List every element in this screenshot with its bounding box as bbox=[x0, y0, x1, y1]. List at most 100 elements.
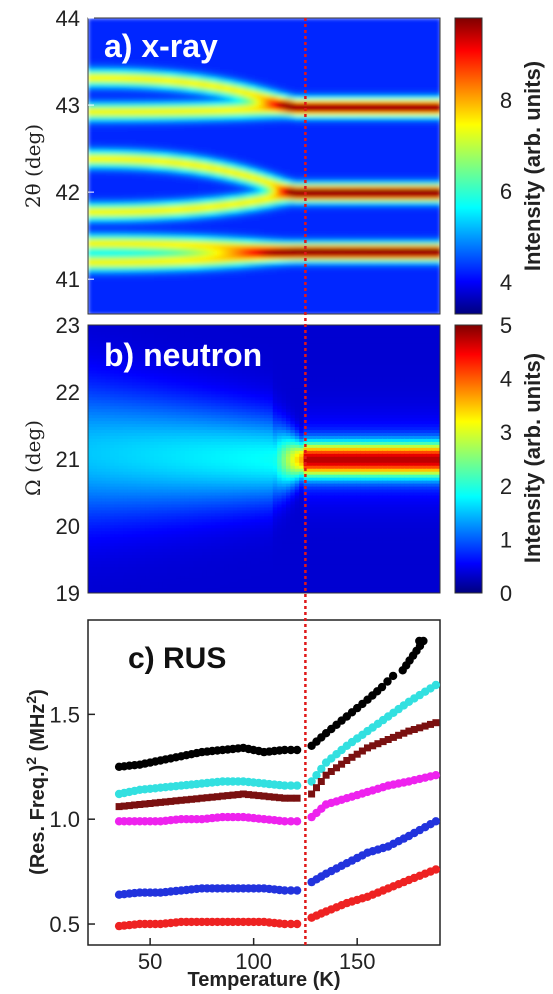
heatmap-cell bbox=[118, 112, 124, 116]
heatmap-cell bbox=[189, 211, 195, 216]
heatmap-cell bbox=[250, 171, 256, 175]
heatmap-cell bbox=[158, 166, 164, 170]
heatmap-cell bbox=[171, 233, 177, 237]
heatmap-cell bbox=[96, 28, 102, 33]
heatmap-cell bbox=[237, 257, 243, 261]
heatmap-cell bbox=[193, 18, 199, 22]
heatmap-cell bbox=[158, 112, 164, 116]
heatmap-cell bbox=[140, 300, 146, 305]
heatmap-cell bbox=[154, 144, 160, 148]
heatmap-cell bbox=[110, 26, 116, 30]
heatmap-cell bbox=[202, 93, 208, 97]
heatmap-cell bbox=[189, 90, 195, 95]
heatmap-cell bbox=[264, 303, 270, 307]
heatmap-cell bbox=[202, 219, 208, 224]
heatmap-cell bbox=[202, 160, 208, 165]
heatmap-cell bbox=[88, 268, 94, 272]
heatmap-cell bbox=[215, 249, 221, 253]
heatmap-cell bbox=[233, 66, 239, 70]
heatmap-cell bbox=[189, 168, 195, 173]
heatmap-cell bbox=[272, 26, 278, 30]
heatmap-cell bbox=[189, 252, 195, 256]
heatmap-cell bbox=[140, 214, 146, 218]
heatmap-cell bbox=[132, 235, 138, 240]
heatmap-cell bbox=[215, 171, 221, 175]
heatmap-cell bbox=[101, 36, 107, 41]
heatmap-cell bbox=[193, 157, 199, 162]
heatmap-cell bbox=[140, 26, 146, 30]
heatmap-cell bbox=[184, 31, 190, 35]
heatmap-cell bbox=[268, 58, 274, 62]
heatmap-cell bbox=[215, 187, 221, 192]
heatmap-cell bbox=[149, 42, 155, 46]
heatmap-cell bbox=[220, 96, 226, 100]
heatmap-cell bbox=[92, 292, 98, 296]
heatmap-cell bbox=[286, 279, 292, 283]
heatmap-cell bbox=[123, 106, 129, 111]
heatmap-cell bbox=[220, 149, 226, 154]
heatmap-cell bbox=[193, 112, 199, 116]
heatmap-cell bbox=[176, 235, 182, 240]
heatmap-cell bbox=[154, 209, 160, 213]
heatmap-cell bbox=[272, 209, 278, 213]
heatmap-cell bbox=[145, 79, 151, 84]
heatmap-cell bbox=[264, 200, 270, 205]
heatmap-cell bbox=[136, 122, 142, 127]
heatmap-cell bbox=[180, 289, 186, 294]
heatmap-cell bbox=[88, 249, 94, 253]
heatmap-cell bbox=[233, 233, 239, 237]
heatmap-cell bbox=[242, 279, 248, 283]
heatmap-cell bbox=[259, 308, 265, 313]
heatmap-cell bbox=[149, 297, 155, 302]
heatmap-cell bbox=[88, 101, 94, 105]
heatmap-cell bbox=[145, 246, 151, 251]
heatmap-cell bbox=[228, 279, 234, 283]
heatmap-cell bbox=[224, 257, 230, 261]
heatmap-cell bbox=[176, 36, 182, 41]
heatmap-cell bbox=[211, 225, 217, 229]
heatmap-cell bbox=[105, 225, 111, 229]
heatmap-cell bbox=[154, 219, 160, 224]
heatmap-cell bbox=[246, 63, 252, 68]
heatmap-cell bbox=[145, 265, 151, 270]
heatmap-cell bbox=[211, 238, 217, 243]
heatmap-cell bbox=[145, 63, 151, 68]
heatmap-cell bbox=[264, 209, 270, 213]
heatmap-cell bbox=[176, 149, 182, 154]
heatmap-cell bbox=[154, 149, 160, 154]
heatmap-cell bbox=[215, 206, 221, 210]
heatmap-cell bbox=[272, 90, 278, 95]
heatmap-cell bbox=[250, 125, 256, 130]
heatmap-cell bbox=[237, 192, 243, 197]
heatmap-cell bbox=[198, 141, 204, 146]
heatmap-cell bbox=[145, 96, 151, 100]
heatmap-cell bbox=[105, 265, 111, 270]
heatmap-cell bbox=[264, 276, 270, 280]
heatmap-cell bbox=[184, 238, 190, 243]
heatmap-cell bbox=[101, 241, 107, 245]
heatmap-cell bbox=[123, 133, 129, 138]
heatmap-cell bbox=[132, 20, 138, 25]
heatmap-cell bbox=[88, 74, 94, 78]
heatmap-cell bbox=[136, 273, 142, 278]
heatmap-cell bbox=[215, 262, 221, 267]
heatmap-cell bbox=[237, 195, 243, 200]
heatmap-cell bbox=[242, 58, 248, 62]
heatmap-cell bbox=[176, 31, 182, 35]
heatmap-cell bbox=[149, 214, 155, 218]
heatmap-cell bbox=[132, 28, 138, 33]
heatmap-cell bbox=[110, 69, 116, 73]
heatmap-cell bbox=[286, 209, 292, 213]
heatmap-cell bbox=[233, 241, 239, 245]
heatmap-cell bbox=[127, 34, 133, 38]
heatmap-cell bbox=[233, 36, 239, 41]
heatmap-cell bbox=[105, 249, 111, 253]
heatmap-cell bbox=[259, 28, 265, 33]
heatmap-cell bbox=[110, 171, 116, 175]
heatmap-cell bbox=[189, 47, 195, 52]
heatmap-cell bbox=[132, 268, 138, 272]
heatmap-cell bbox=[140, 55, 146, 60]
heatmap-cell bbox=[286, 276, 292, 280]
heatmap-cell bbox=[281, 233, 287, 237]
heatmap-cell bbox=[215, 252, 221, 256]
